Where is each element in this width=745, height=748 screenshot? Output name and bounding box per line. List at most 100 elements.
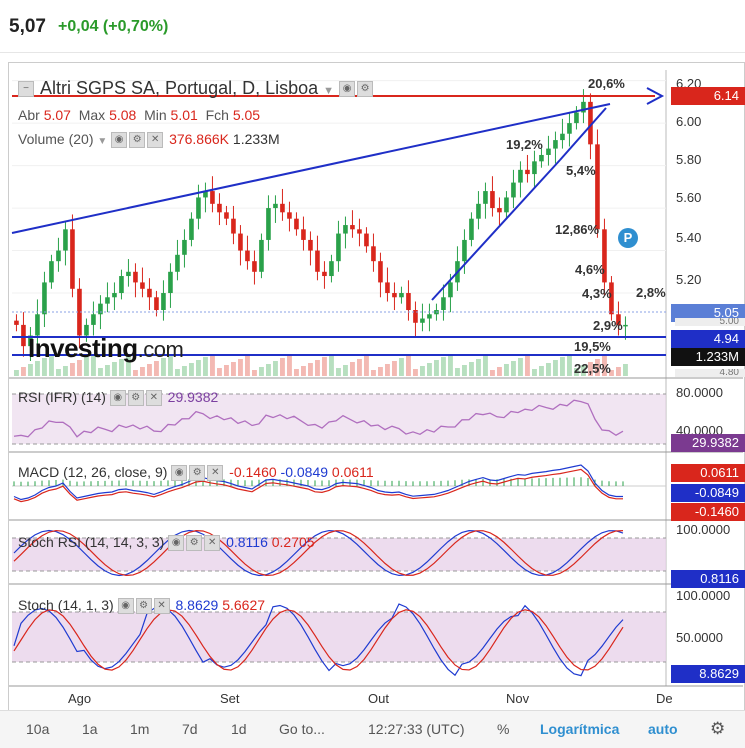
rsi-legend[interactable]: RSI (IFR) (14) ◉ ⚙ ✕ 29.9382 <box>18 389 219 407</box>
volume-bar <box>497 367 502 376</box>
stoch-legend[interactable]: Stoch (14, 1, 3) ◉ ⚙ ✕ 8.8629 5.6627 <box>18 597 265 615</box>
volume-bar <box>392 361 397 376</box>
volume-bar <box>371 370 376 376</box>
x-axis-label: Ago <box>68 691 92 706</box>
annotation: 20,6% <box>588 76 625 91</box>
percent-toggle[interactable]: % <box>497 721 510 737</box>
volume-bar <box>77 360 82 376</box>
gear-icon[interactable]: ⚙ <box>189 465 206 482</box>
candle-body <box>294 218 299 230</box>
volume-bar <box>315 360 320 376</box>
volume-bar <box>56 369 61 376</box>
candle-body <box>462 239 467 262</box>
candle-body <box>196 197 201 219</box>
candle-body <box>371 246 376 262</box>
candle-body <box>266 208 271 240</box>
volume-bar <box>28 364 33 376</box>
chevron-down-icon[interactable]: ▼ <box>323 85 335 97</box>
candle-body <box>203 191 208 198</box>
rsi-value: 29.9382 <box>167 389 219 405</box>
volume-bar <box>581 365 586 376</box>
stoch-tick: 100.0000 <box>676 588 731 603</box>
pivot-badge[interactable]: P <box>618 228 638 248</box>
eye-icon[interactable]: ◉ <box>339 81 356 98</box>
open-label: Abr <box>18 107 40 123</box>
eye-icon[interactable]: ◉ <box>168 535 185 552</box>
close-icon[interactable]: ✕ <box>207 465 224 482</box>
candle-body <box>497 208 502 213</box>
volume-bar <box>385 364 390 376</box>
go-to-button[interactable]: Go to... <box>279 721 325 737</box>
volume-bar <box>336 368 341 376</box>
candle-body <box>168 271 173 294</box>
volume-bar <box>182 366 187 376</box>
close-icon[interactable]: ✕ <box>153 598 170 615</box>
volume-bar <box>343 365 348 376</box>
annotation: 12,86% <box>555 222 600 237</box>
candle-body <box>175 254 180 272</box>
gear-icon[interactable]: ⚙ <box>357 81 374 98</box>
stoch-band <box>12 612 666 662</box>
range-10y-button[interactable]: 10a <box>26 721 50 737</box>
stoch-label: Stoch (14, 1, 3) <box>18 597 114 613</box>
stoch-rsi-d-value: 0.2705 <box>271 534 315 550</box>
volume-label: Volume (20) <box>18 131 94 147</box>
low-label: Min <box>144 107 167 123</box>
candle-body <box>112 293 117 298</box>
volume-bar <box>399 358 404 376</box>
volume-bar <box>273 361 278 376</box>
volume-bar <box>350 362 355 376</box>
candle-body <box>511 182 516 198</box>
auto-scale-toggle[interactable]: auto <box>648 721 678 737</box>
volume-bar <box>63 366 68 376</box>
volume-legend[interactable]: Volume (20) ▼ ◉ ⚙ ✕ 376.866K 1.233M <box>18 131 280 149</box>
log-scale-toggle[interactable]: Logarítmica <box>540 721 620 737</box>
range-1y-button[interactable]: 1a <box>82 721 98 737</box>
volume-bar <box>602 356 607 376</box>
macd-legend[interactable]: MACD (12, 26, close, 9) ◉ ⚙ ✕ -0.1460 -0.0… <box>18 464 374 482</box>
gear-icon[interactable]: ⚙ <box>129 132 146 149</box>
partial-tick: 5.00 <box>675 318 745 326</box>
x-axis-label: Nov <box>506 691 530 706</box>
collapse-icon[interactable]: − <box>18 81 34 98</box>
candle-body <box>273 203 278 209</box>
gear-icon[interactable]: ⚙ <box>186 535 203 552</box>
volume-bar <box>175 369 180 376</box>
gear-icon[interactable]: ⚙ <box>135 598 152 615</box>
close-icon[interactable]: ✕ <box>145 390 162 407</box>
candle-body <box>420 318 425 323</box>
close-icon[interactable]: ✕ <box>147 132 164 149</box>
candle-body <box>343 225 348 234</box>
range-1m-button[interactable]: 1m <box>130 721 150 737</box>
volume-bar <box>427 363 432 376</box>
main-legend-title[interactable]: − Altri SGPS SA, Portugal, D, Lisboa ▼ ◉… <box>18 78 375 99</box>
eye-icon[interactable]: ◉ <box>111 132 128 149</box>
macd-line <box>13 464 623 501</box>
candle-body <box>574 112 579 124</box>
gear-icon[interactable]: ⚙ <box>127 390 144 407</box>
investing-logo: Investing.com <box>28 333 184 364</box>
chevron-down-icon[interactable]: ▼ <box>97 136 108 147</box>
rsi-tag: 29.9382 <box>671 434 745 452</box>
gear-icon[interactable]: ⚙ <box>710 719 726 738</box>
candle-body <box>245 250 250 262</box>
eye-icon[interactable]: ◉ <box>117 598 134 615</box>
close-icon[interactable]: ✕ <box>204 535 221 552</box>
volume-bar <box>553 360 558 376</box>
volume-bar <box>378 367 383 376</box>
candle-body <box>609 282 614 315</box>
eye-icon[interactable]: ◉ <box>109 390 126 407</box>
candle-body <box>77 288 82 336</box>
eye-icon[interactable]: ◉ <box>171 465 188 482</box>
candle-body <box>490 191 495 209</box>
volume-bar <box>483 356 488 376</box>
volume-bar <box>616 367 621 376</box>
volume-bar <box>280 358 285 376</box>
stoch-rsi-band <box>12 538 666 571</box>
volume-bar <box>518 358 523 376</box>
stoch-rsi-legend[interactable]: Stoch RSI (14, 14, 3, 3) ◉ ⚙ ✕ 0.8116 0.27… <box>18 534 315 552</box>
range-7d-button[interactable]: 7d <box>182 721 198 737</box>
volume-bar <box>91 354 96 376</box>
range-1d-button[interactable]: 1d <box>231 721 247 737</box>
price-tick: 5.60 <box>676 190 702 205</box>
